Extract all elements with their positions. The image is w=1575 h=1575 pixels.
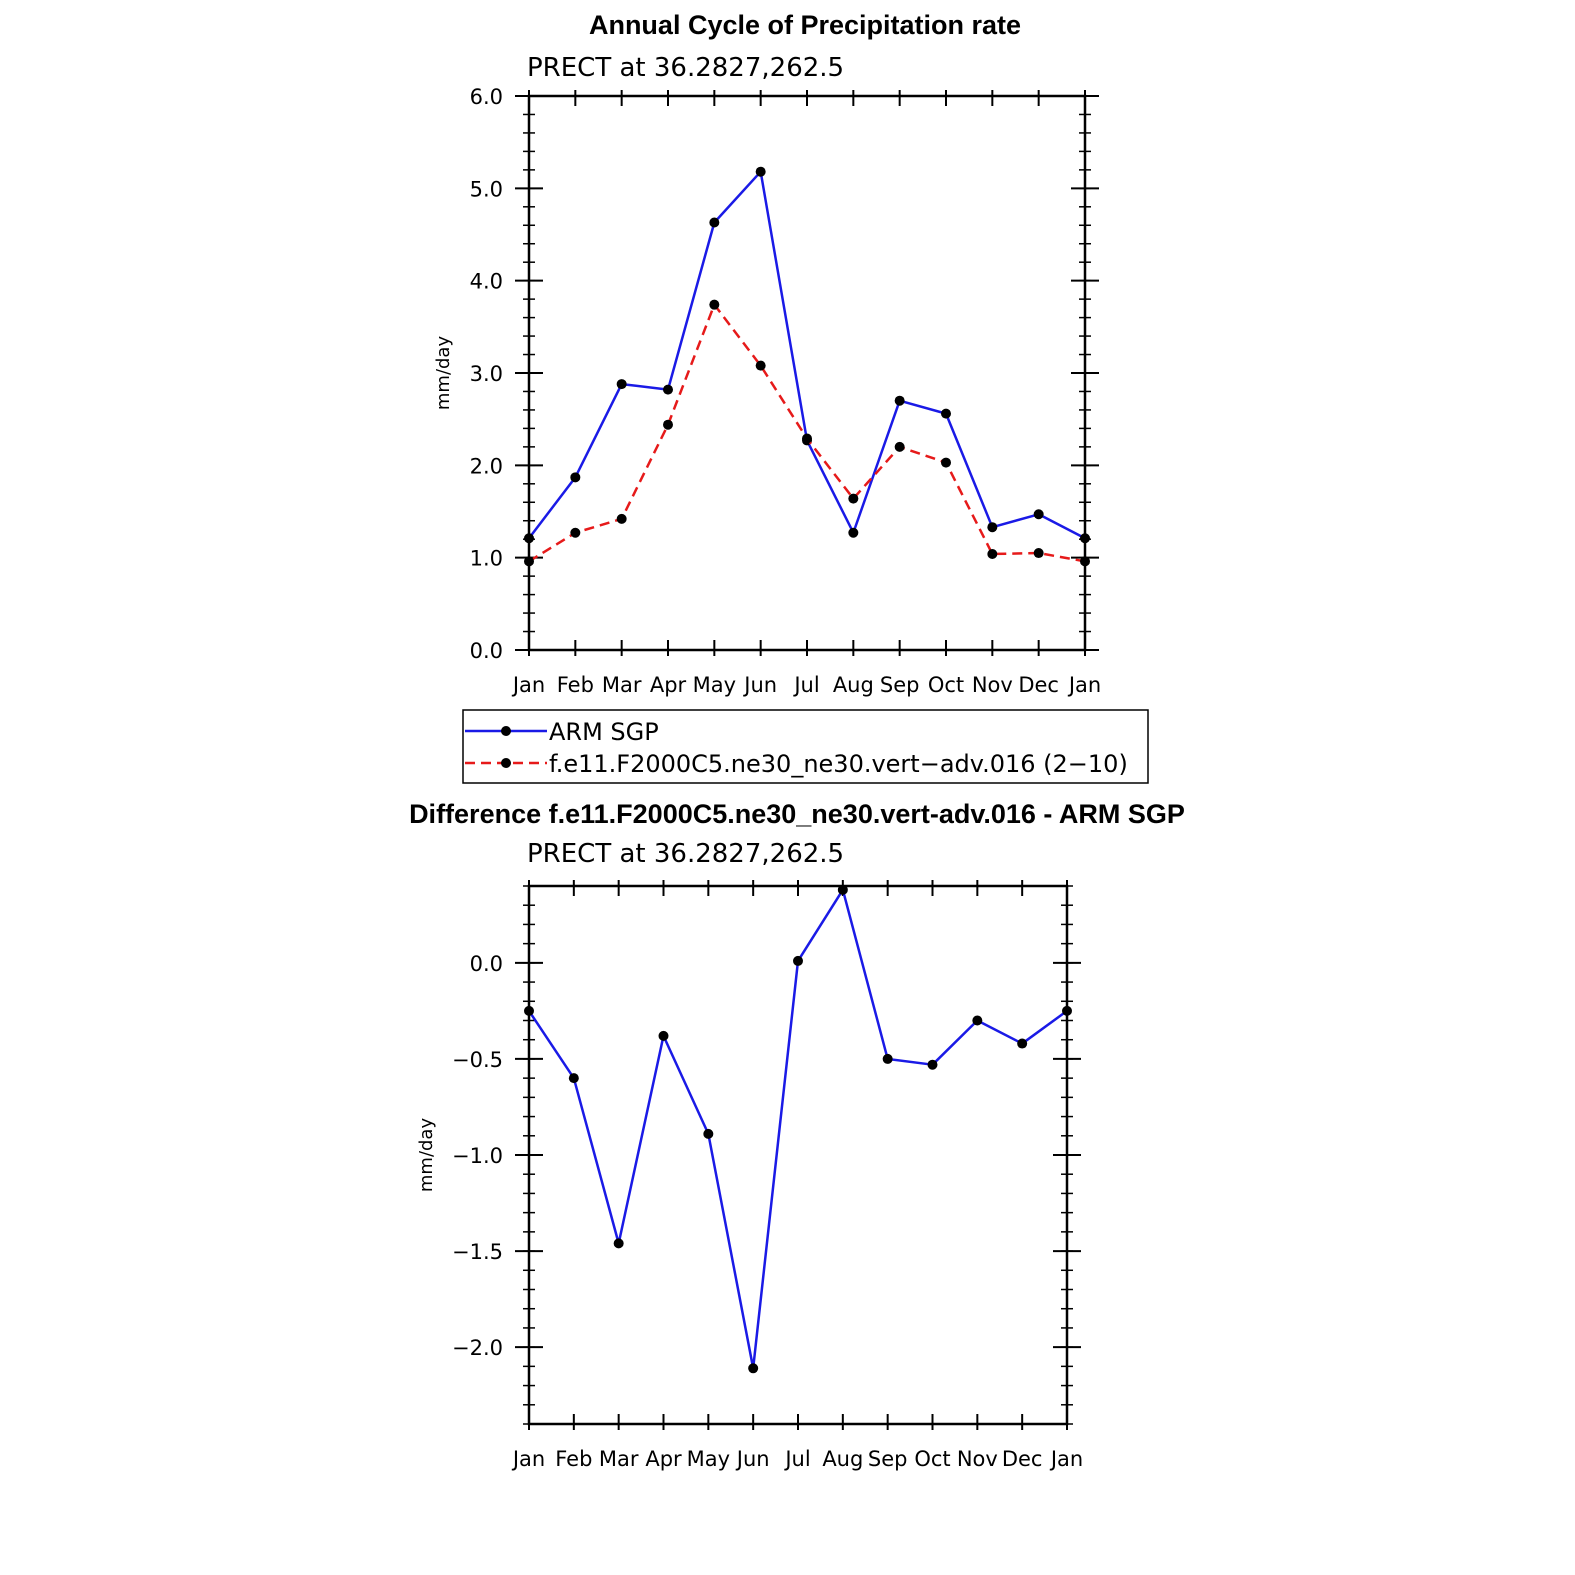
x-tick-label: Apr bbox=[645, 1447, 682, 1471]
x-tick-label: Sep bbox=[868, 1447, 908, 1471]
top-chart-title: Annual Cycle of Precipitation rate bbox=[589, 10, 1021, 40]
y-tick-label: 0.0 bbox=[470, 639, 503, 663]
series-2-point bbox=[663, 419, 673, 430]
y-tick-label: 1.0 bbox=[470, 547, 503, 571]
series-line-1 bbox=[528, 170, 1086, 540]
x-tick-label: Aug bbox=[822, 1447, 863, 1471]
series-2-point bbox=[894, 441, 905, 452]
series-2-point bbox=[941, 457, 951, 468]
series-1-point bbox=[658, 1030, 669, 1041]
y-tick-label: 0.0 bbox=[470, 952, 503, 976]
x-tick-label: Feb bbox=[555, 1447, 592, 1471]
x-tick-label: Jan bbox=[511, 1447, 545, 1471]
series-1-point bbox=[1080, 533, 1090, 544]
y-tick-label: −1.0 bbox=[452, 1144, 503, 1168]
series-1-point bbox=[848, 527, 859, 538]
top-chart: Jan Feb Mar Apr May Jun Jul Aug Sep Oct Nov Dec Jan 0… bbox=[433, 85, 1101, 697]
y-axis-label: mm/day bbox=[433, 336, 454, 411]
top-chart-subtitle: PRECT at 36.2827,262.5 bbox=[527, 53, 844, 83]
series-1-point bbox=[882, 1053, 893, 1064]
y-tick-label: −0.5 bbox=[452, 1048, 503, 1072]
legend-marker-series-1 bbox=[501, 726, 511, 736]
series-1-point bbox=[524, 533, 534, 544]
series-1-point bbox=[524, 1005, 534, 1016]
bottom-chart: Jan Feb Mar Apr May Jun Jul Aug Sep Oct Nov Dec Jan−… bbox=[416, 880, 1083, 1471]
x-tick-label: May bbox=[693, 673, 736, 697]
series-2-point bbox=[755, 360, 766, 371]
y-axis-label: mm/day bbox=[416, 1118, 437, 1193]
series-2-point bbox=[802, 433, 812, 444]
x-tick-label: Dec bbox=[1018, 673, 1059, 697]
y-tick-label: −1.5 bbox=[452, 1240, 503, 1264]
series-1-point bbox=[837, 884, 848, 895]
x-tick-label: Mar bbox=[599, 1447, 639, 1471]
series-1-point bbox=[570, 472, 581, 483]
x-tick-label: Jan bbox=[511, 673, 545, 697]
y-tick-label: −2.0 bbox=[452, 1336, 503, 1360]
series-1-point bbox=[987, 522, 998, 533]
x-tick-label: Jul bbox=[792, 673, 819, 697]
y-tick-label: 4.0 bbox=[470, 270, 503, 294]
series-1-point bbox=[927, 1059, 938, 1070]
legend-marker-series-2 bbox=[501, 758, 511, 768]
series-1-point bbox=[616, 379, 627, 390]
series-1-point bbox=[894, 395, 905, 406]
x-tick-label: Oct bbox=[914, 1447, 950, 1471]
bottom-chart-title: Difference f.e11.F2000C5.ne30_ne30.vert-… bbox=[409, 799, 1185, 829]
y-tick-label: 5.0 bbox=[470, 177, 503, 201]
series-1-point bbox=[1017, 1038, 1028, 1049]
legend-label-series-2: f.e11.F2000C5.ne30_ne30.vert−adv.016 (2−… bbox=[549, 750, 1128, 778]
x-tick-label: Jun bbox=[735, 1447, 770, 1471]
x-tick-label: Sep bbox=[880, 673, 920, 697]
bottom-chart-subtitle: PRECT at 36.2827,262.5 bbox=[527, 839, 844, 869]
series-1-point bbox=[568, 1073, 579, 1084]
y-tick-label: 2.0 bbox=[470, 454, 503, 478]
x-tick-label: Nov bbox=[972, 673, 1013, 697]
y-tick-label: 6.0 bbox=[470, 85, 503, 109]
series-2-point bbox=[709, 299, 720, 310]
series-1-point bbox=[613, 1238, 624, 1249]
series-1-point bbox=[703, 1128, 714, 1139]
series-2-point bbox=[1033, 548, 1044, 559]
series-1-point bbox=[748, 1363, 759, 1374]
x-tick-label: Oct bbox=[928, 673, 964, 697]
series-2-point bbox=[848, 493, 859, 504]
series-1-point bbox=[793, 955, 803, 966]
x-tick-label: Apr bbox=[650, 673, 687, 697]
series-2-point bbox=[1080, 556, 1090, 567]
series-2-point bbox=[616, 513, 627, 524]
x-tick-label: Mar bbox=[602, 673, 642, 697]
x-tick-label: Jan bbox=[1049, 1447, 1083, 1471]
x-tick-label: Feb bbox=[557, 673, 594, 697]
legend-label-series-1: ARM SGP bbox=[549, 718, 659, 746]
series-2-point bbox=[570, 527, 581, 538]
x-tick-label: Aug bbox=[833, 673, 874, 697]
series-1-point bbox=[941, 408, 951, 419]
legend-box bbox=[462, 709, 1149, 784]
x-tick-label: Nov bbox=[957, 1447, 998, 1471]
series-line-2 bbox=[528, 303, 1086, 563]
plot-frame bbox=[527, 94, 1087, 652]
series-1-point bbox=[709, 217, 720, 228]
series-1-point bbox=[972, 1015, 983, 1026]
series-1-point bbox=[1033, 509, 1044, 520]
series-2-point bbox=[524, 556, 534, 567]
legend: ARM SGP f.e11.F2000C5.ne30_ne30.vert−adv… bbox=[462, 709, 1149, 784]
x-tick-label: Dec bbox=[1002, 1447, 1043, 1471]
x-tick-label: Jan bbox=[1067, 673, 1101, 697]
y-tick-label: 3.0 bbox=[470, 362, 503, 386]
series-1-point bbox=[755, 166, 766, 177]
x-tick-label: May bbox=[687, 1447, 730, 1471]
series-1-point bbox=[1062, 1005, 1072, 1016]
x-tick-label: Jul bbox=[783, 1447, 810, 1471]
series-1-point bbox=[663, 384, 673, 395]
series-2-point bbox=[987, 548, 998, 559]
x-tick-label: Jun bbox=[742, 673, 777, 697]
